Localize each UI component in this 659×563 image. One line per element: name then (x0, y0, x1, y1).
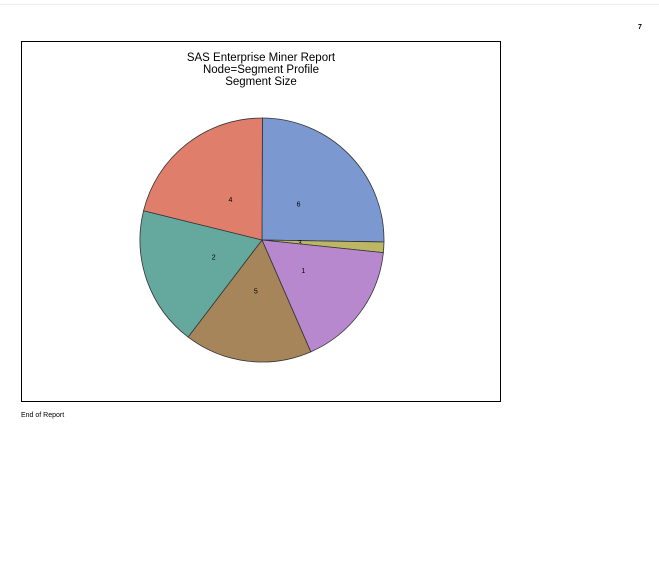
end-of-report-text: End of Report (21, 412, 65, 419)
pie-label-4: 4 (229, 197, 233, 204)
pie-slice-1 (261, 239, 384, 353)
pie-chart: 6 3 1 5 2 4 (139, 117, 385, 363)
pie-slice-2 (139, 210, 263, 338)
pie-label-5: 5 (254, 288, 258, 295)
pie-label-1: 1 (301, 268, 305, 275)
pie-slice-5 (187, 239, 312, 363)
chart-title: SAS Enterprise Miner Report (186, 52, 336, 64)
chart-frame: SAS Enterprise Miner Report Node=Segment… (21, 41, 501, 402)
pie-label-6: 6 (297, 202, 301, 209)
chart-subtitle: Node=Segment Profile (202, 64, 320, 76)
chart-subtitle-2: Segment Size (225, 76, 297, 88)
pie-label-2: 2 (212, 255, 216, 262)
pie-slice-4 (143, 117, 263, 241)
page-number: 7 (638, 24, 642, 31)
pie-slice-6 (261, 117, 385, 243)
pie-label-3: 3 (298, 240, 302, 247)
top-rule (0, 4, 659, 5)
